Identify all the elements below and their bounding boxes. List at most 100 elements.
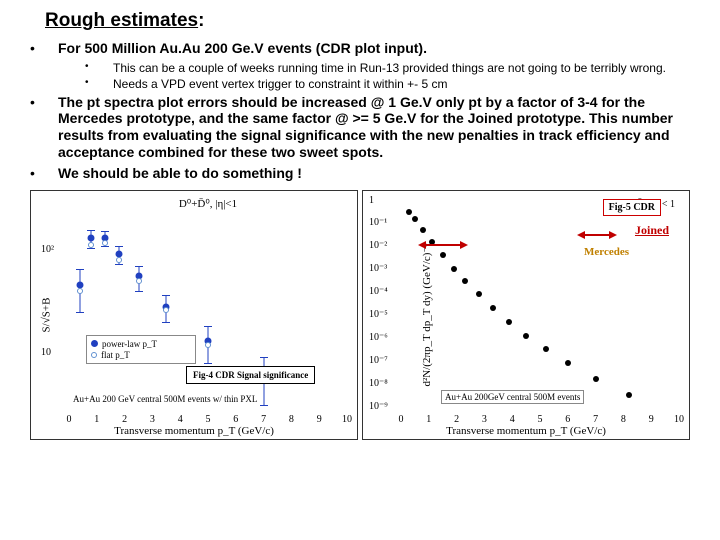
data-point-open [116,257,122,263]
error-cap [76,312,84,313]
title-underline: Rough estimates [45,10,198,31]
fig4-box: Fig-4 CDR Signal significance [186,366,315,384]
y-tick: 10⁻³ [369,263,387,274]
x-tick: 1 [426,414,431,425]
x-tick: 0 [67,414,72,425]
bullet-mark: • [85,61,113,75]
title-colon: : [198,10,204,31]
legend-label: flat p_T [101,350,130,360]
y-tick: 10⁻¹ [369,217,387,228]
x-tick: 8 [621,414,626,425]
mercedes-arrow-icon [418,239,468,251]
x-tick: 0 [399,414,404,425]
error-cap [260,405,268,406]
error-cap [76,269,84,270]
legend-item: flat p_T [91,350,191,360]
bullet-item: •The pt spectra plot errors should be in… [30,94,690,161]
y-tick: 10 [41,347,51,358]
bullet-item: •Needs a VPD event vertex trigger to con… [85,77,690,91]
legend-label: power-law p_T [102,339,157,349]
data-point [440,252,446,258]
data-point-open [136,278,142,284]
error-cap [135,291,143,292]
y-tick: 10⁻⁹ [369,401,388,412]
x-tick: 1 [94,414,99,425]
data-point [543,346,549,352]
bullet-text: For 500 Million Au.Au 200 Ge.V events (C… [58,40,690,57]
legend-item: power-law p_T [91,339,191,349]
chart-spectra: d²N/(2πp_T dp_T dy) (GeV/c)⁻² D⁰+D̄⁰ |y|… [362,190,690,440]
error-cap [204,326,212,327]
bullet-mark: • [30,165,58,182]
slide-title: Rough estimates: [45,10,690,32]
charts-row: S/√S+B D⁰+D̄⁰, |η|<1 0123456789101010² T… [30,190,690,440]
x-tick: 3 [150,414,155,425]
x-tick: 7 [261,414,266,425]
bullet-text: This can be a couple of weeks running ti… [113,61,690,75]
chart-signal-significance: S/√S+B D⁰+D̄⁰, |η|<1 0 1 2 3 4 5 6 7 8 9 10 10 10² T… [30,190,358,440]
data-point-open [88,242,94,248]
x-axis-label: Transverse momentum p_T (GeV/c) [114,425,274,437]
joined-arrow-icon [577,229,617,241]
x-tick: 3 [482,414,487,425]
chart-left-title: D⁰+D̄⁰, |η|<1 [179,197,237,210]
y-axis-label: S/√S+B [40,297,52,332]
x-tick: 9 [317,414,322,425]
error-cap [115,264,123,265]
x-tick: 10 [674,414,684,425]
x-tick: 10 [342,414,352,425]
mercedes-label: Mercedes [584,246,629,258]
x-tick: 5 [538,414,543,425]
data-point [462,278,468,284]
bullet-item: •We should be able to do something ! [30,165,690,182]
bullet-text: The pt spectra plot errors should be inc… [58,94,690,161]
error-cap [260,357,268,358]
chart-right-footer: Au+Au 200GeV central 500M events [441,390,584,404]
data-point [476,291,482,297]
bullet-mark: • [30,94,58,161]
legend-swatch [91,352,97,358]
chart-left-footer: Au+Au 200 GeV central 500M events w/ thi… [73,394,257,404]
data-point-open [102,240,108,246]
joined-label: Joined [635,223,669,238]
x-tick: 8 [289,414,294,425]
data-point [523,333,529,339]
data-point [412,216,418,222]
legend-box: power-law p_Tflat p_T [86,335,196,364]
bullet-mark: • [85,77,113,91]
data-point [593,376,599,382]
error-cap [115,246,123,247]
x-tick: 2 [454,414,459,425]
y-tick: 10² [41,244,54,255]
error-cap [162,322,170,323]
y-tick: 10⁻⁸ [369,378,388,389]
y-tick: 10⁻⁶ [369,332,388,343]
legend-swatch [91,340,98,347]
error-cap [87,230,95,231]
data-point-open [163,307,169,313]
data-point [626,392,632,398]
bullet-text: Needs a VPD event vertex trigger to cons… [113,77,690,91]
error-cap [204,363,212,364]
data-point-filled [88,234,95,241]
y-tick: 10⁻² [369,240,387,251]
x-tick: 5 [206,414,211,425]
data-point [506,319,512,325]
y-tick: 1 [369,195,374,206]
error-cap [135,266,143,267]
error-cap [162,295,170,296]
bullet-mark: • [30,40,58,57]
data-point [451,266,457,272]
x-tick: 9 [649,414,654,425]
bullet-text: We should be able to do something ! [58,165,690,182]
data-point [420,227,426,233]
x-tick: 6 [233,414,238,425]
error-cap [101,231,109,232]
x-tick: 4 [178,414,183,425]
x-tick: 4 [510,414,515,425]
bullet-item: •For 500 Million Au.Au 200 Ge.V events (… [30,40,690,57]
x-tick: 2 [122,414,127,425]
y-tick: 10⁻⁷ [369,355,388,366]
data-point-open [77,288,83,294]
data-point [406,209,412,215]
